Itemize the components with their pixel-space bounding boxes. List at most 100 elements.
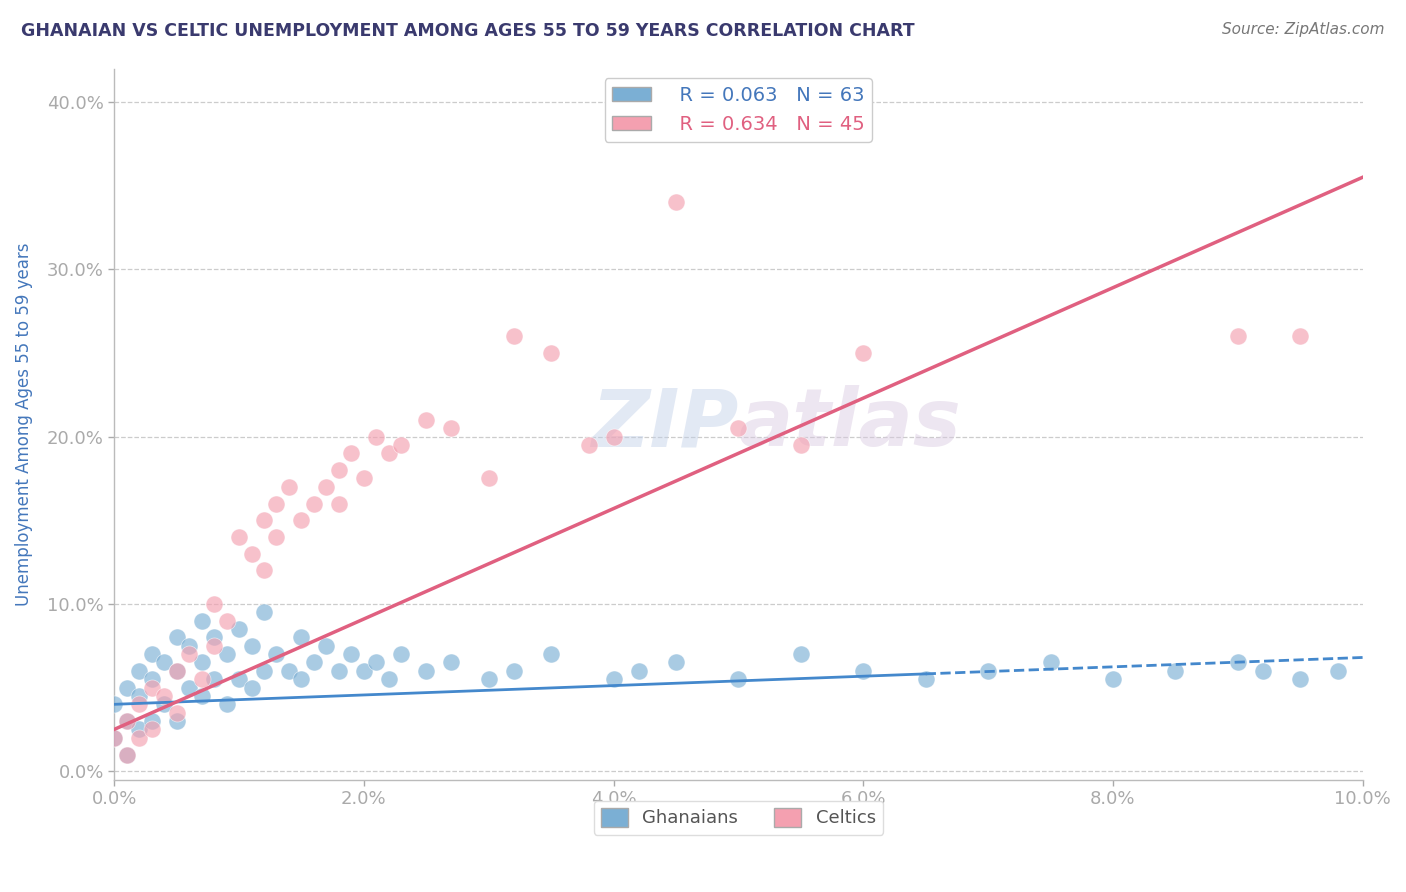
Point xyxy=(103,731,125,745)
Point xyxy=(389,438,412,452)
Point xyxy=(366,656,388,670)
Point xyxy=(665,195,688,210)
Point xyxy=(166,664,188,678)
Point xyxy=(253,664,276,678)
Point xyxy=(627,664,650,678)
Point xyxy=(190,614,212,628)
Point xyxy=(977,664,1000,678)
Point xyxy=(315,639,337,653)
Point xyxy=(665,656,688,670)
Point xyxy=(115,747,138,762)
Point xyxy=(1102,672,1125,686)
Point xyxy=(502,664,524,678)
Point xyxy=(502,329,524,343)
Point xyxy=(302,656,325,670)
Point xyxy=(727,421,749,435)
Point xyxy=(290,513,312,527)
Point xyxy=(115,681,138,695)
Point xyxy=(115,714,138,728)
Point xyxy=(602,429,624,443)
Point xyxy=(389,647,412,661)
Point xyxy=(202,672,225,686)
Point xyxy=(478,672,501,686)
Point xyxy=(253,605,276,619)
Point xyxy=(340,647,363,661)
Point xyxy=(1289,672,1312,686)
Text: atlas: atlas xyxy=(738,385,962,463)
Point xyxy=(602,672,624,686)
Point xyxy=(103,731,125,745)
Point xyxy=(440,421,463,435)
Point xyxy=(141,714,163,728)
Point xyxy=(228,622,250,636)
Point xyxy=(1251,664,1274,678)
Point xyxy=(366,429,388,443)
Point xyxy=(240,681,263,695)
Point xyxy=(852,346,875,360)
Point xyxy=(153,698,176,712)
Point xyxy=(190,689,212,703)
Point xyxy=(253,564,276,578)
Point xyxy=(115,714,138,728)
Point xyxy=(166,714,188,728)
Point xyxy=(790,438,813,452)
Point xyxy=(1326,664,1348,678)
Point xyxy=(727,672,749,686)
Point xyxy=(177,681,200,695)
Text: Source: ZipAtlas.com: Source: ZipAtlas.com xyxy=(1222,22,1385,37)
Point xyxy=(415,664,437,678)
Point xyxy=(415,413,437,427)
Point xyxy=(540,346,562,360)
Point xyxy=(353,664,375,678)
Point xyxy=(1226,656,1249,670)
Point xyxy=(328,664,350,678)
Point xyxy=(128,731,150,745)
Point xyxy=(378,446,401,460)
Point xyxy=(328,497,350,511)
Point xyxy=(790,647,813,661)
Point xyxy=(578,438,600,452)
Point xyxy=(177,639,200,653)
Point xyxy=(190,672,212,686)
Point xyxy=(215,614,238,628)
Point xyxy=(302,497,325,511)
Point xyxy=(240,547,263,561)
Point xyxy=(478,471,501,485)
Point xyxy=(852,664,875,678)
Point xyxy=(215,698,238,712)
Text: ZIP: ZIP xyxy=(591,385,738,463)
Point xyxy=(240,639,263,653)
Point xyxy=(177,647,200,661)
Point xyxy=(278,664,301,678)
Point xyxy=(153,689,176,703)
Point xyxy=(166,706,188,720)
Point xyxy=(228,530,250,544)
Point xyxy=(190,656,212,670)
Point xyxy=(278,480,301,494)
Point xyxy=(378,672,401,686)
Point xyxy=(1289,329,1312,343)
Point xyxy=(540,647,562,661)
Point xyxy=(202,639,225,653)
Point xyxy=(115,747,138,762)
Point xyxy=(153,656,176,670)
Point xyxy=(202,597,225,611)
Point xyxy=(128,664,150,678)
Point xyxy=(440,656,463,670)
Point xyxy=(128,689,150,703)
Point xyxy=(103,698,125,712)
Point xyxy=(202,631,225,645)
Point xyxy=(266,497,288,511)
Point xyxy=(266,647,288,661)
Point xyxy=(141,647,163,661)
Point xyxy=(340,446,363,460)
Point xyxy=(215,647,238,661)
Point xyxy=(290,672,312,686)
Point xyxy=(141,672,163,686)
Point xyxy=(1039,656,1062,670)
Point xyxy=(128,723,150,737)
Point xyxy=(141,681,163,695)
Point xyxy=(128,698,150,712)
Point xyxy=(353,471,375,485)
Point xyxy=(253,513,276,527)
